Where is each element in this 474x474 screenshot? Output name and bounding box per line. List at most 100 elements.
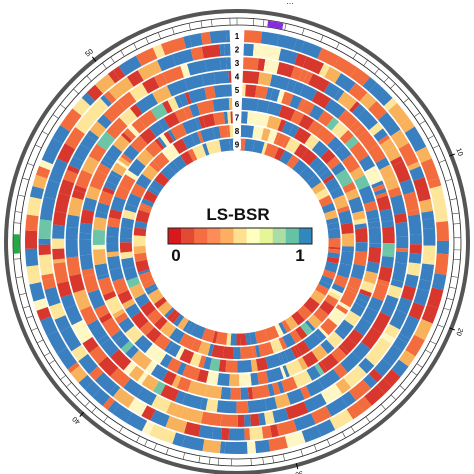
- heatmap-segment: [364, 165, 381, 182]
- heatmap-segment: [354, 297, 368, 308]
- heatmap-segment: [25, 214, 39, 232]
- heatmap-segment: [320, 384, 343, 404]
- heatmap-segment: [419, 199, 433, 213]
- heatmap-segment: [162, 100, 173, 114]
- heatmap-segment: [387, 186, 402, 198]
- legend-swatch: [194, 228, 208, 244]
- heatmap-segment: [226, 333, 232, 346]
- heatmap-segment: [264, 325, 280, 341]
- heatmap-segment: [355, 242, 368, 253]
- heatmap-segment: [252, 126, 264, 140]
- heatmap-segment: [300, 322, 313, 336]
- heatmap-segment: [71, 189, 86, 200]
- gene-tick: [432, 145, 440, 149]
- heatmap-segment: [52, 125, 71, 144]
- legend-swatch: [246, 228, 260, 244]
- gene-tick: [165, 447, 169, 455]
- heatmap-segment: [100, 94, 112, 107]
- heatmap-segment: [92, 388, 111, 407]
- heatmap-segment: [215, 331, 228, 345]
- tick-mark: [449, 327, 456, 331]
- heatmap-segment: [376, 378, 392, 394]
- heatmap-segment: [200, 411, 222, 427]
- heatmap-segment: [349, 166, 365, 181]
- heatmap-segment: [390, 156, 404, 167]
- heatmap-segment: [320, 317, 338, 336]
- heatmap-segment: [409, 244, 422, 254]
- heatmap-segment: [204, 85, 216, 100]
- heatmap-segment: [327, 136, 344, 153]
- heatmap-segment: [328, 307, 346, 326]
- heatmap-segment: [321, 202, 336, 214]
- heatmap-segment: [184, 91, 192, 105]
- heatmap-segment: [198, 355, 207, 369]
- gene-tick: [26, 315, 34, 319]
- gene-tick: [86, 75, 92, 82]
- heatmap-segment: [166, 357, 182, 373]
- heatmap-segment: [199, 397, 208, 411]
- tick-label: 40: [71, 415, 82, 425]
- heatmap-segment: [128, 397, 148, 416]
- heatmap-segment: [82, 336, 99, 353]
- heatmap-segment: [176, 362, 187, 376]
- heatmap-segment: [362, 76, 377, 92]
- heatmap-segment: [350, 67, 371, 87]
- heatmap-segment: [106, 243, 119, 253]
- heatmap-segment: [354, 223, 367, 230]
- heatmap-segment: [112, 277, 129, 295]
- heatmap-segment: [297, 357, 309, 371]
- heatmap-segment: [133, 245, 147, 255]
- heatmap-segment: [26, 265, 42, 285]
- ring-label-bg: [233, 112, 241, 123]
- gene-tick: [399, 385, 406, 391]
- heatmap-segment: [67, 196, 84, 217]
- heatmap-segment: [60, 108, 82, 132]
- gene-tick: [445, 178, 453, 182]
- heatmap-segment: [404, 274, 419, 289]
- heatmap-segment: [125, 345, 139, 359]
- heatmap-segment: [398, 142, 419, 167]
- heatmap-segment: [202, 113, 216, 128]
- heatmap-segment: [167, 97, 180, 112]
- heatmap-segment: [315, 283, 330, 296]
- heatmap-segment: [118, 317, 135, 334]
- heatmap-segment: [151, 395, 171, 413]
- heatmap-segment: [320, 339, 335, 354]
- heatmap-segment: [135, 209, 151, 224]
- heatmap-segment: [142, 76, 160, 94]
- heatmap-segment: [122, 298, 136, 310]
- heatmap-segment: [133, 235, 146, 247]
- heatmap-segment: [79, 222, 93, 234]
- heatmap-segment: [116, 159, 129, 170]
- heatmap-segment: [139, 127, 157, 145]
- heatmap-segment: [273, 132, 281, 145]
- heatmap-segment: [96, 131, 116, 151]
- heatmap-segment: [167, 160, 181, 174]
- heatmap-segment: [333, 56, 358, 78]
- heatmap-segment: [200, 127, 216, 143]
- heatmap-segment: [161, 144, 180, 162]
- gene-tick: [452, 212, 460, 215]
- heatmap-segment: [429, 185, 445, 200]
- heatmap-segment: [150, 409, 170, 428]
- heatmap-segment: [341, 391, 357, 407]
- heatmap-segment: [121, 257, 135, 270]
- heatmap-segment: [157, 54, 177, 72]
- heatmap-segment: [197, 130, 204, 144]
- heatmap-segment: [413, 288, 430, 307]
- heatmap-segment: [111, 329, 125, 342]
- heatmap-segment: [174, 108, 188, 123]
- heatmap-segment: [377, 112, 401, 137]
- heatmap-segment: [255, 85, 268, 100]
- heatmap-segment: [97, 273, 110, 281]
- heatmap-segment: [57, 143, 76, 164]
- heatmap-segment: [286, 79, 297, 93]
- gene-tick: [383, 76, 389, 83]
- legend-max-label: 1: [295, 246, 304, 265]
- gene-tick: [453, 258, 461, 260]
- heatmap-segment: [201, 328, 216, 343]
- heatmap-segment: [56, 347, 78, 370]
- heatmap-segment: [243, 30, 263, 44]
- heatmap-segment: [268, 436, 288, 452]
- heatmap-segment: [66, 164, 80, 175]
